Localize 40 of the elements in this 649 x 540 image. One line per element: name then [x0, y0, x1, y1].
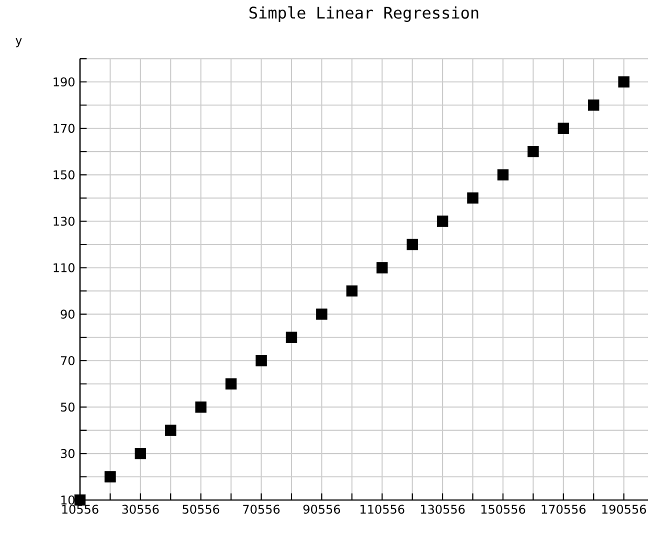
point — [618, 76, 630, 88]
point — [376, 262, 388, 274]
y-tick-label: 10 — [61, 495, 74, 505]
chart-title: Simple Linear Regression — [249, 6, 478, 22]
point — [225, 378, 237, 390]
point — [588, 100, 600, 111]
point — [558, 122, 570, 134]
point — [195, 401, 206, 413]
x-tick-label: 50556 — [182, 504, 220, 514]
point — [436, 216, 448, 227]
y-tick-label: 90 — [60, 310, 74, 319]
x-tick-label: 30556 — [122, 504, 159, 514]
point — [406, 238, 418, 250]
x-tick-label: 190556 — [602, 504, 646, 514]
y-tick-label: 190 — [54, 77, 74, 86]
point — [497, 169, 509, 180]
point — [467, 192, 478, 204]
y-tick-label: 30 — [60, 449, 74, 458]
x-tick-label: 130556 — [420, 504, 465, 514]
x-tick-label: 170556 — [542, 504, 586, 514]
y-tick-label: 50 — [60, 402, 74, 412]
x-tick-label: 90556 — [303, 504, 340, 514]
y-tick-label: 150 — [54, 170, 74, 180]
point — [286, 332, 298, 344]
x-tick-label: 150556 — [481, 504, 526, 514]
point — [528, 146, 539, 158]
y-tick-label: 130 — [54, 216, 74, 226]
y-tick-label: 70 — [61, 356, 74, 366]
x-tick-label: 70556 — [243, 504, 280, 514]
y-tick-label: 110 — [54, 263, 74, 272]
x-tick-label: 110556 — [360, 504, 404, 514]
y-axis-title: y — [16, 38, 22, 48]
point — [346, 285, 358, 297]
x-tick-label: 10556 — [62, 504, 98, 514]
point — [165, 424, 176, 436]
point — [256, 355, 267, 366]
point — [134, 448, 146, 460]
y-tick-label: 170 — [54, 124, 74, 133]
point — [104, 471, 116, 482]
point — [316, 308, 328, 320]
